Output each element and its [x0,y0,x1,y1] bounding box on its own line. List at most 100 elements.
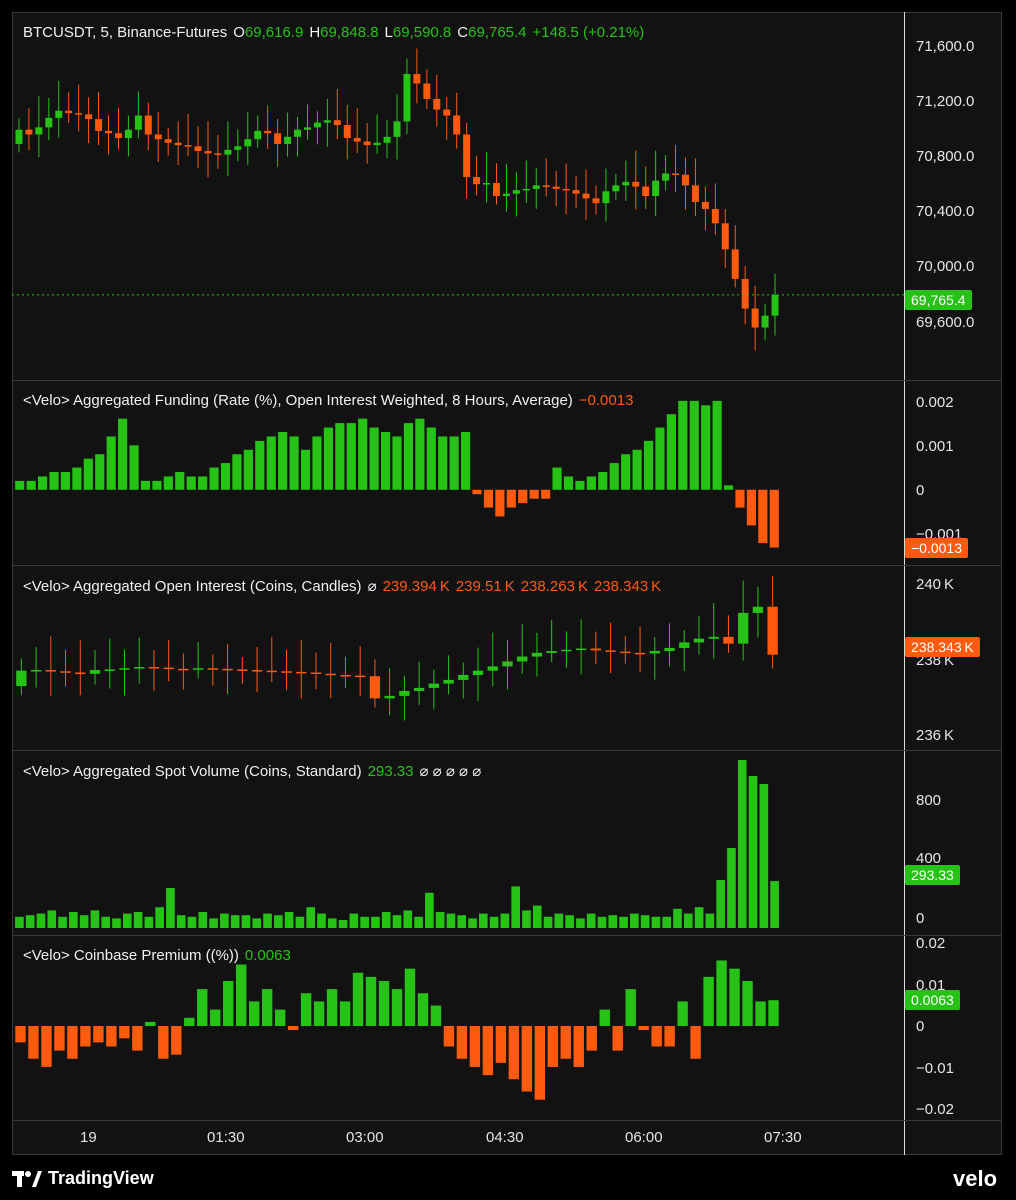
spot-bar [317,913,326,928]
funding-bar [60,472,71,490]
price-candle [602,191,610,204]
pane-divider-4[interactable] [12,935,1002,936]
oi-candle [428,683,439,688]
premium-bar [404,968,416,1026]
oi-candle [134,666,145,669]
oi-candle [443,679,454,684]
spot-bar [252,918,262,928]
funding-axis-label: 0.002 [916,394,954,411]
price-candle [751,308,759,328]
price-candle [164,139,172,143]
premium-bar [300,993,312,1026]
oi-candle [679,642,690,648]
time-label: 19 [80,1129,97,1146]
spot-bar [576,918,585,928]
funding-bar [278,432,288,490]
price-candle [721,223,729,250]
funding-bar [220,463,231,490]
tradingview-icon [12,1170,42,1187]
premium-bar [469,1026,481,1067]
funding-bar [483,489,494,508]
spot-symbols: ⌀ ⌀ ⌀ ⌀ ⌀ [419,763,482,780]
price-candle [423,83,431,99]
funding-bar [563,476,574,490]
premium-bar [625,989,636,1026]
spot-legend: <Velo> Aggregated Spot Volume (Coins, St… [23,762,482,781]
spot-bar [586,913,596,928]
spot-bar [144,916,154,928]
funding-bar [746,489,756,526]
funding-bar [495,489,505,517]
funding-bar [129,445,139,490]
spot-bar [759,784,769,928]
oi-candle [605,650,616,652]
price-axis-label: 71,200.0 [916,93,975,110]
oi-candle [752,606,764,613]
pane-divider-1[interactable] [12,380,1002,381]
oi-candle [207,668,219,670]
spot-bar [705,913,715,928]
premium-bar [768,1000,779,1026]
spot-axis-label: 0 [916,910,925,927]
price-candle [333,120,341,125]
oi-candle [767,606,778,655]
premium-bar [651,1026,662,1047]
price-candle [741,278,749,309]
funding-bar [300,449,311,490]
oi-candle [664,647,675,652]
price-candle [483,183,491,185]
funding-bar [255,440,265,490]
spot-bar [651,916,661,928]
price-candle [711,209,719,224]
spot-bar [770,881,779,928]
oi-candle [399,690,410,696]
oi-candle [738,612,749,644]
premium-bar [261,989,273,1026]
spot-bar [543,916,553,928]
oi-candle [192,668,204,670]
premium-axis-label: −0.01 [916,1060,954,1077]
oi-title[interactable]: <Velo> Aggregated Open Interest (Coins, … [23,577,362,595]
spot-bar [230,915,240,928]
premium-bar [534,1026,546,1100]
spot-title[interactable]: <Velo> Aggregated Spot Volume (Coins, St… [23,762,362,780]
oi-candle [590,648,602,651]
price-candle [542,185,550,187]
price-candle [691,185,699,202]
spot-bar [122,913,132,928]
funding-title[interactable]: <Velo> Aggregated Funding (Rate (%), Ope… [23,392,573,409]
pane-divider-2[interactable] [12,565,1002,566]
pane-divider-3[interactable] [12,750,1002,751]
oi-candle [325,673,336,676]
premium-bar [197,989,208,1026]
premium-bar [638,1026,649,1031]
oi-symbol-icon: ⌀ [367,578,377,595]
spot-bar [532,905,542,928]
funding-bar [175,472,185,490]
price-candle [552,186,560,189]
price-candle [453,115,461,135]
price-candle [45,117,53,128]
funding-bar [586,476,596,490]
symbol-label[interactable]: BTCUSDT, 5, Binance-Futures [23,24,228,41]
price-candle [154,134,162,140]
premium-bar [171,1026,182,1055]
funding-bar [266,436,276,490]
price-axis-label: 70,000.0 [916,258,975,275]
price-candle [502,193,510,197]
funding-bar [118,418,128,490]
price-candle [592,198,600,204]
price-candle [284,136,292,144]
tradingview-logo[interactable]: TradingView [12,1168,154,1189]
spot-bar [694,907,704,928]
premium-title[interactable]: <Velo> Coinbase Premium ((%)) [23,947,239,964]
spot-bar [198,912,208,928]
spot-bar [630,913,639,928]
funding-bar [598,472,608,490]
funding-bar [72,467,82,490]
oi-candle [369,676,381,699]
premium-legend: <Velo> Coinbase Premium ((%)) 0.0063 [23,947,291,964]
oi-candle [546,651,557,653]
spot-bar [500,913,510,928]
